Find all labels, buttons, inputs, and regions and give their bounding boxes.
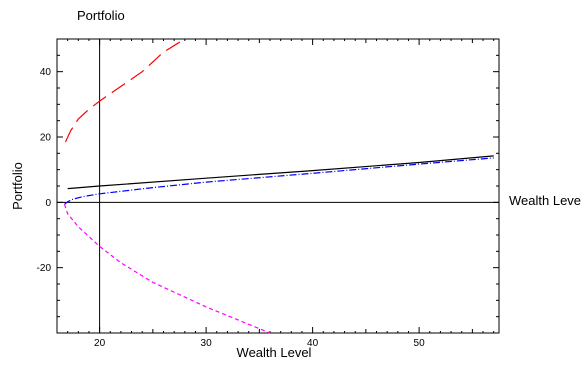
series-line-1 (64, 38, 186, 143)
x-tick-label: 20 (94, 338, 106, 349)
x-axis-label: Wealth Level (237, 345, 312, 360)
chart-title: Portfolio (77, 8, 125, 23)
series-line-4 (63, 204, 271, 334)
y-tick-label: 40 (40, 67, 52, 78)
x-tick-label: 30 (201, 338, 213, 349)
series-line-2 (67, 155, 494, 190)
x-tick-label: 50 (414, 338, 426, 349)
y-axis-ticks: -20 0 20 40 (37, 38, 499, 318)
series-group (63, 38, 494, 334)
axis-end-label: Wealth Leve (509, 193, 581, 208)
y-tick-label: 20 (40, 133, 52, 144)
x-tick-label: 40 (307, 338, 319, 349)
y-tick-label: -20 (37, 263, 52, 274)
series-line-3 (64, 157, 494, 205)
y-tick-label: 0 (45, 198, 51, 209)
x-axis-ticks: 20 30 40 50 (56, 39, 495, 349)
y-axis-label: Portfolio (10, 162, 25, 210)
plot-frame (56, 38, 500, 334)
